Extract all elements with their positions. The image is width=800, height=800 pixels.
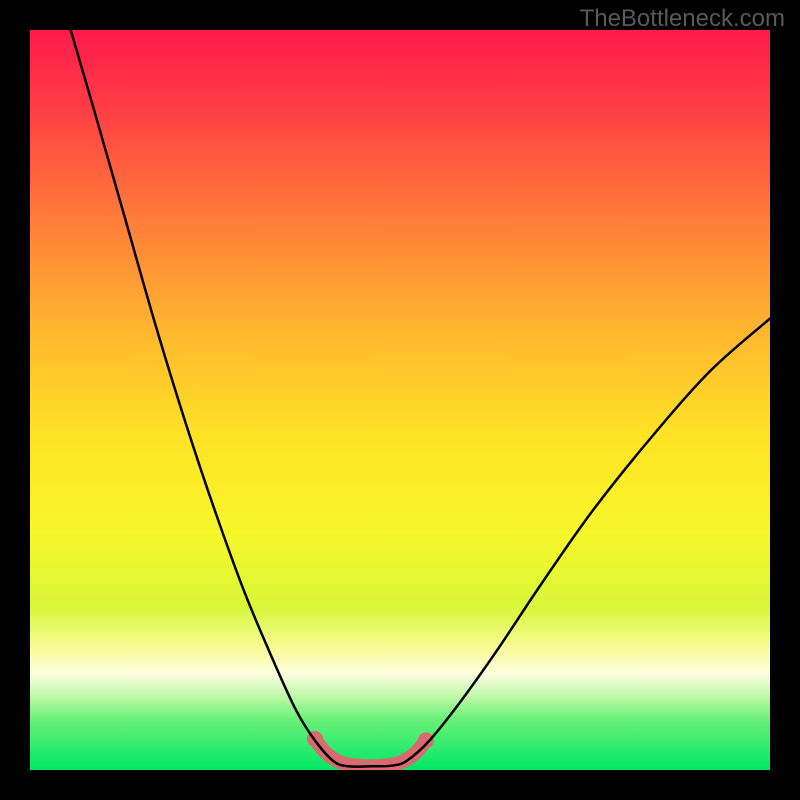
chart-svg xyxy=(30,30,770,770)
watermark-text: TheBottleneck.com xyxy=(580,5,785,33)
chart-frame: TheBottleneck.com xyxy=(0,0,800,800)
plot-area xyxy=(30,30,770,770)
